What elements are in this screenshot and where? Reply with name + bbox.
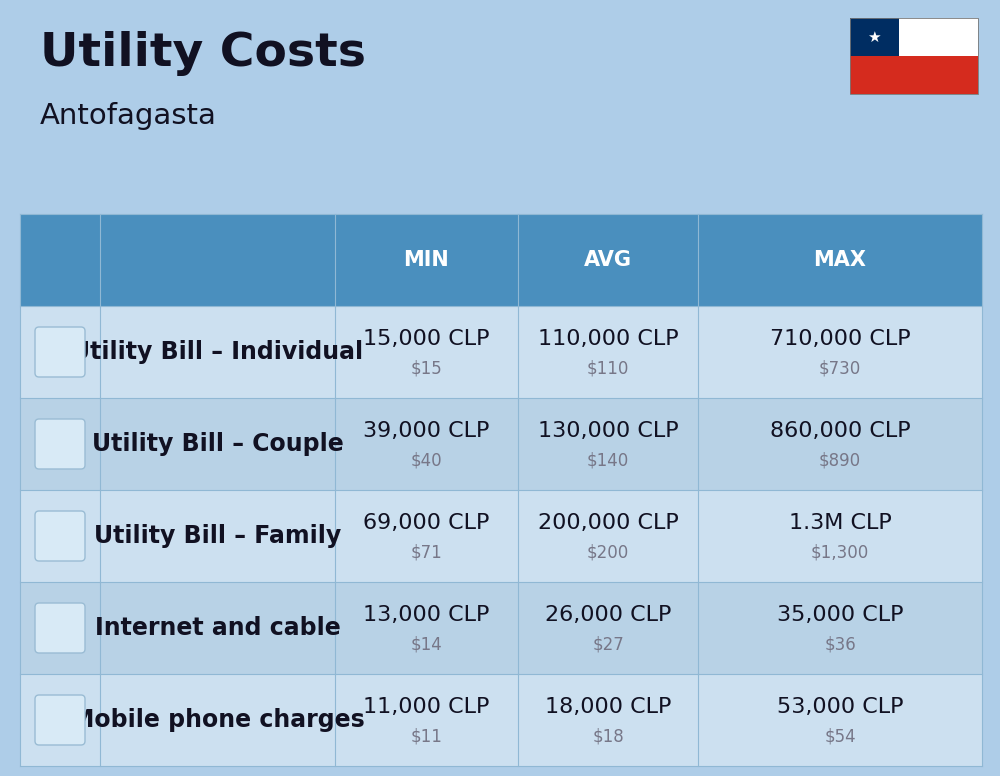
Bar <box>850 56 978 94</box>
Text: 13,000 CLP: 13,000 CLP <box>363 605 490 625</box>
Text: 18,000 CLP: 18,000 CLP <box>545 697 671 717</box>
Text: $1,300: $1,300 <box>811 544 869 562</box>
FancyBboxPatch shape <box>35 511 85 561</box>
Text: 200,000 CLP: 200,000 CLP <box>538 513 678 533</box>
Text: MAX: MAX <box>814 250 866 270</box>
Text: $54: $54 <box>824 728 856 746</box>
Bar <box>850 18 978 94</box>
FancyBboxPatch shape <box>35 419 85 469</box>
Text: 710,000 CLP: 710,000 CLP <box>770 329 910 349</box>
Bar <box>850 18 899 56</box>
Bar <box>20 306 982 398</box>
Text: Mobile phone charges: Mobile phone charges <box>71 708 364 732</box>
Text: $15: $15 <box>411 360 442 378</box>
Text: $110: $110 <box>587 360 629 378</box>
Bar <box>20 398 982 490</box>
Text: 15,000 CLP: 15,000 CLP <box>363 329 490 349</box>
Text: $18: $18 <box>592 728 624 746</box>
Text: 26,000 CLP: 26,000 CLP <box>545 605 671 625</box>
Text: AVG: AVG <box>584 250 632 270</box>
Text: 39,000 CLP: 39,000 CLP <box>363 421 490 441</box>
FancyBboxPatch shape <box>35 695 85 745</box>
Text: $14: $14 <box>411 636 442 654</box>
Text: Utility Bill – Family: Utility Bill – Family <box>94 524 341 548</box>
Text: Utility Bill – Couple: Utility Bill – Couple <box>92 432 343 456</box>
Text: 11,000 CLP: 11,000 CLP <box>363 697 490 717</box>
Text: $200: $200 <box>587 544 629 562</box>
Text: $140: $140 <box>587 452 629 470</box>
Text: $27: $27 <box>592 636 624 654</box>
Text: $11: $11 <box>411 728 442 746</box>
Text: 860,000 CLP: 860,000 CLP <box>770 421 910 441</box>
Text: 1.3M CLP: 1.3M CLP <box>789 513 891 533</box>
Text: $730: $730 <box>819 360 861 378</box>
Bar <box>20 214 982 306</box>
Text: Utility Bill – Individual: Utility Bill – Individual <box>71 340 364 364</box>
Text: MIN: MIN <box>404 250 449 270</box>
Bar <box>20 674 982 766</box>
Text: Antofagasta: Antofagasta <box>40 102 217 130</box>
Text: 53,000 CLP: 53,000 CLP <box>777 697 903 717</box>
FancyBboxPatch shape <box>35 327 85 377</box>
Text: $71: $71 <box>411 544 442 562</box>
Text: ★: ★ <box>868 29 881 44</box>
Text: $36: $36 <box>824 636 856 654</box>
Text: $890: $890 <box>819 452 861 470</box>
Text: Internet and cable: Internet and cable <box>95 616 340 640</box>
Text: 130,000 CLP: 130,000 CLP <box>538 421 678 441</box>
Text: $40: $40 <box>411 452 442 470</box>
Text: 69,000 CLP: 69,000 CLP <box>363 513 490 533</box>
Bar <box>20 490 982 582</box>
Text: Utility Costs: Utility Costs <box>40 32 366 77</box>
Bar <box>20 582 982 674</box>
FancyBboxPatch shape <box>35 603 85 653</box>
Text: 110,000 CLP: 110,000 CLP <box>538 329 678 349</box>
Bar <box>899 18 978 56</box>
Text: 35,000 CLP: 35,000 CLP <box>777 605 903 625</box>
